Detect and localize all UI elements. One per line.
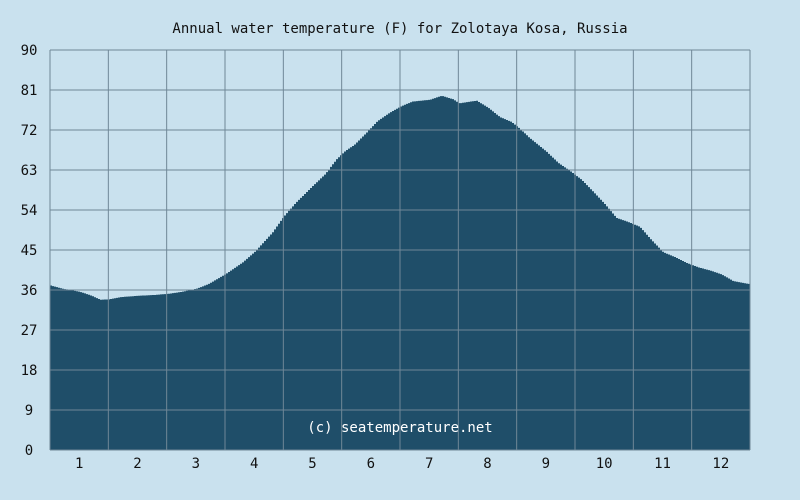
x-tick-label: 11 — [654, 456, 671, 472]
x-tick-label: 6 — [367, 456, 375, 472]
y-tick-label: 63 — [21, 163, 38, 179]
chart-title: Annual water temperature (F) for Zolotay… — [172, 21, 627, 37]
x-tick-label: 4 — [250, 456, 258, 472]
x-tick-label: 1 — [75, 456, 83, 472]
y-tick-label: 36 — [21, 283, 38, 299]
x-tick-label: 9 — [542, 456, 550, 472]
y-tick-label: 0 — [25, 443, 33, 459]
x-tick-label: 10 — [596, 456, 613, 472]
x-tick-label: 2 — [133, 456, 141, 472]
watermark: (c) seatemperature.net — [307, 420, 492, 436]
grid-lines — [49, 49, 751, 451]
y-tick-label: 9 — [25, 403, 33, 419]
y-tick-label: 81 — [21, 83, 38, 99]
y-axis-ticks: 0 9 18 27 36 45 54 63 72 81 90 — [21, 43, 38, 459]
x-tick-label: 5 — [308, 456, 316, 472]
y-tick-label: 27 — [21, 323, 38, 339]
x-tick-label: 8 — [483, 456, 491, 472]
x-tick-label: 12 — [712, 456, 729, 472]
y-tick-label: 18 — [21, 363, 38, 379]
x-tick-label: 7 — [425, 456, 433, 472]
x-tick-label: 3 — [192, 456, 200, 472]
x-axis-ticks: 1 2 3 4 5 6 7 8 9 10 11 12 — [75, 456, 729, 472]
y-tick-label: 45 — [21, 243, 38, 259]
y-tick-label: 72 — [21, 123, 38, 139]
y-tick-label: 54 — [21, 203, 38, 219]
y-tick-label: 90 — [21, 43, 38, 59]
